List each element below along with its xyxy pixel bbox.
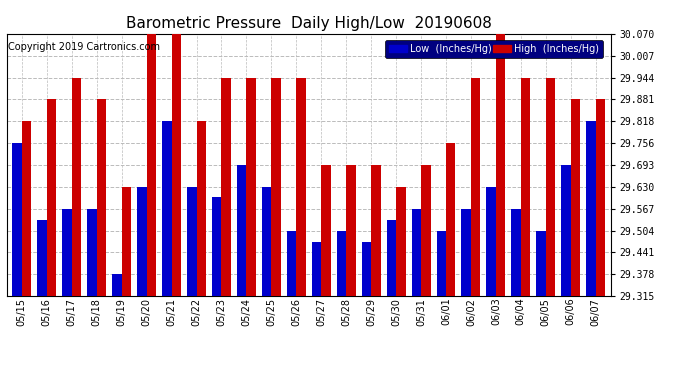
- Bar: [595, 99, 605, 296]
- Bar: [22, 122, 31, 296]
- Bar: [521, 78, 531, 296]
- Bar: [471, 78, 480, 296]
- Bar: [511, 209, 521, 296]
- Bar: [296, 78, 306, 296]
- Bar: [212, 197, 221, 296]
- Bar: [386, 220, 396, 296]
- Text: Copyright 2019 Cartronics.com: Copyright 2019 Cartronics.com: [8, 42, 160, 52]
- Bar: [421, 165, 431, 296]
- Bar: [346, 165, 355, 296]
- Bar: [12, 143, 22, 296]
- Bar: [546, 78, 555, 296]
- Bar: [337, 231, 346, 296]
- Bar: [37, 220, 47, 296]
- Bar: [97, 99, 106, 296]
- Bar: [137, 187, 146, 296]
- Bar: [396, 187, 406, 296]
- Bar: [586, 122, 595, 296]
- Bar: [446, 143, 455, 296]
- Bar: [486, 187, 496, 296]
- Bar: [371, 165, 381, 296]
- Bar: [62, 209, 72, 296]
- Bar: [561, 165, 571, 296]
- Bar: [271, 78, 281, 296]
- Bar: [411, 209, 421, 296]
- Bar: [462, 209, 471, 296]
- Bar: [187, 187, 197, 296]
- Bar: [112, 274, 121, 296]
- Title: Barometric Pressure  Daily High/Low  20190608: Barometric Pressure Daily High/Low 20190…: [126, 16, 492, 31]
- Bar: [72, 78, 81, 296]
- Bar: [571, 99, 580, 296]
- Bar: [262, 187, 271, 296]
- Bar: [146, 34, 156, 296]
- Legend: Low  (Inches/Hg), High  (Inches/Hg): Low (Inches/Hg), High (Inches/Hg): [386, 40, 603, 58]
- Bar: [536, 231, 546, 296]
- Bar: [437, 231, 446, 296]
- Bar: [172, 34, 181, 296]
- Bar: [312, 242, 322, 296]
- Bar: [237, 165, 246, 296]
- Bar: [246, 78, 256, 296]
- Bar: [287, 231, 296, 296]
- Bar: [47, 99, 57, 296]
- Bar: [87, 209, 97, 296]
- Bar: [197, 122, 206, 296]
- Bar: [322, 165, 331, 296]
- Bar: [121, 187, 131, 296]
- Bar: [362, 242, 371, 296]
- Bar: [221, 78, 231, 296]
- Bar: [496, 34, 505, 296]
- Bar: [162, 122, 172, 296]
